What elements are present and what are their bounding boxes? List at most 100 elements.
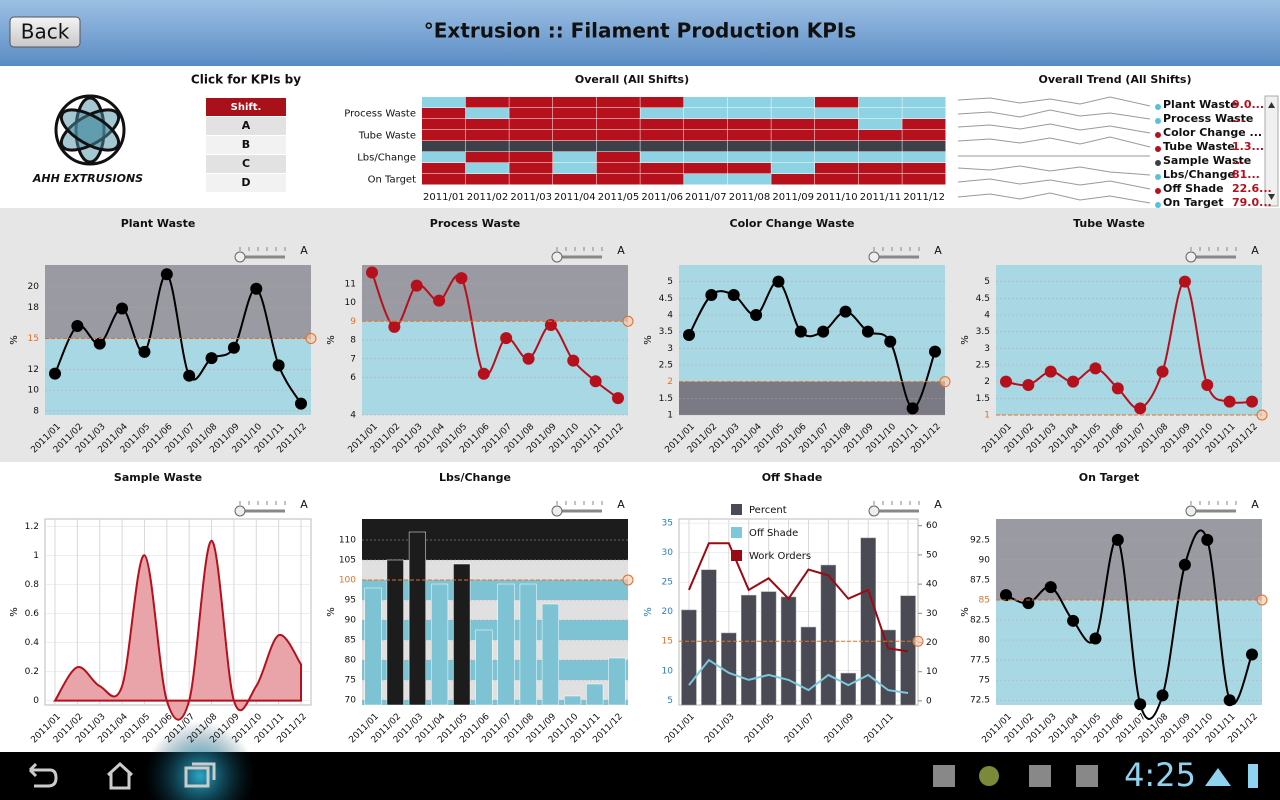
slider-knob[interactable] — [234, 251, 246, 263]
heatmap-cell[interactable] — [684, 130, 728, 141]
heatmap-cell[interactable] — [596, 174, 640, 185]
selector-item[interactable] — [206, 117, 286, 135]
heatmap-cell[interactable] — [771, 152, 815, 163]
heatmap-cell[interactable] — [858, 141, 902, 152]
heatmap-cell[interactable] — [640, 163, 684, 174]
heatmap-cell[interactable] — [902, 174, 946, 185]
heatmap-cell[interactable] — [465, 152, 509, 163]
slider-knob[interactable] — [868, 505, 880, 517]
heatmap-cell[interactable] — [465, 97, 509, 108]
heatmap-cell[interactable] — [771, 119, 815, 130]
threshold-handle[interactable] — [622, 315, 634, 327]
selector-item-label[interactable]: D — [241, 176, 250, 189]
heatmap-cell[interactable] — [684, 141, 728, 152]
heatmap-cell[interactable] — [553, 108, 597, 119]
heatmap-cell[interactable] — [684, 152, 728, 163]
heatmap-cell[interactable] — [684, 97, 728, 108]
heatmap-cell[interactable] — [815, 152, 859, 163]
slider-knob[interactable] — [551, 251, 563, 263]
heatmap-cell[interactable] — [727, 108, 771, 119]
heatmap-cell[interactable] — [727, 130, 771, 141]
threshold-handle[interactable] — [622, 574, 634, 586]
heatmap-cell[interactable] — [596, 130, 640, 141]
heatmap-cell[interactable] — [596, 152, 640, 163]
selector-item[interactable] — [206, 174, 286, 192]
heatmap-cell[interactable] — [815, 108, 859, 119]
back-label[interactable]: Back — [21, 20, 70, 44]
heatmap-cell[interactable] — [640, 174, 684, 185]
heatmap-cell[interactable] — [727, 174, 771, 185]
heatmap-cell[interactable] — [465, 119, 509, 130]
heatmap-cell[interactable] — [771, 130, 815, 141]
heatmap-cell[interactable] — [902, 119, 946, 130]
heatmap-cell[interactable] — [858, 119, 902, 130]
heatmap-cell[interactable] — [858, 163, 902, 174]
threshold-handle[interactable] — [912, 635, 924, 647]
heatmap-cell[interactable] — [858, 152, 902, 163]
threshold-handle[interactable] — [939, 376, 951, 388]
heatmap-cell[interactable] — [815, 130, 859, 141]
scrollbar[interactable] — [1264, 95, 1279, 207]
slider-knob[interactable] — [1185, 505, 1197, 517]
selector-item-label[interactable]: B — [242, 138, 250, 151]
heatmap-cell[interactable] — [771, 174, 815, 185]
selector-header[interactable] — [206, 98, 286, 116]
heatmap-cell[interactable] — [422, 141, 466, 152]
heatmap-cell[interactable] — [509, 174, 553, 185]
heatmap-cell[interactable] — [465, 163, 509, 174]
heatmap-cell[interactable] — [509, 119, 553, 130]
heatmap-cell[interactable] — [553, 97, 597, 108]
heatmap-cell[interactable] — [727, 152, 771, 163]
heatmap-cell[interactable] — [422, 163, 466, 174]
heatmap-cell[interactable] — [902, 97, 946, 108]
heatmap-cell[interactable] — [596, 141, 640, 152]
heatmap-cell[interactable] — [771, 108, 815, 119]
heatmap-cell[interactable] — [553, 130, 597, 141]
heatmap-cell[interactable] — [596, 108, 640, 119]
heatmap-cell[interactable] — [771, 163, 815, 174]
heatmap-cell[interactable] — [902, 152, 946, 163]
threshold-handle[interactable] — [1256, 594, 1268, 606]
heatmap-cell[interactable] — [815, 174, 859, 185]
heatmap-cell[interactable] — [640, 130, 684, 141]
heatmap-cell[interactable] — [596, 119, 640, 130]
heatmap-cell[interactable] — [771, 97, 815, 108]
heatmap-cell[interactable] — [509, 152, 553, 163]
heatmap-cell[interactable] — [640, 108, 684, 119]
selector-header-label[interactable]: Shift. — [231, 102, 262, 113]
heatmap-cell[interactable] — [858, 174, 902, 185]
heatmap-cell[interactable] — [422, 108, 466, 119]
heatmap-cell[interactable] — [422, 130, 466, 141]
heatmap-cell[interactable] — [858, 97, 902, 108]
heatmap-cell[interactable] — [509, 141, 553, 152]
heatmap-cell[interactable] — [465, 174, 509, 185]
heatmap-cell[interactable] — [640, 119, 684, 130]
heatmap-cell[interactable] — [815, 119, 859, 130]
heatmap-cell[interactable] — [815, 97, 859, 108]
slider-knob[interactable] — [868, 251, 880, 263]
heatmap-cell[interactable] — [902, 141, 946, 152]
heatmap-cell[interactable] — [422, 174, 466, 185]
threshold-handle[interactable] — [1256, 409, 1268, 421]
selector-item-label[interactable]: C — [242, 157, 250, 170]
heatmap-cell[interactable] — [553, 163, 597, 174]
heatmap-cell[interactable] — [509, 97, 553, 108]
heatmap-cell[interactable] — [640, 141, 684, 152]
heatmap-cell[interactable] — [815, 141, 859, 152]
selector-item-label[interactable]: A — [242, 119, 251, 132]
selector-item[interactable] — [206, 155, 286, 173]
heatmap-cell[interactable] — [771, 141, 815, 152]
heatmap-cell[interactable] — [684, 174, 728, 185]
heatmap-cell[interactable] — [553, 141, 597, 152]
heatmap-cell[interactable] — [465, 108, 509, 119]
heatmap-cell[interactable] — [422, 119, 466, 130]
heatmap-cell[interactable] — [858, 130, 902, 141]
heatmap-cell[interactable] — [596, 163, 640, 174]
heatmap-cell[interactable] — [727, 163, 771, 174]
heatmap-cell[interactable] — [902, 130, 946, 141]
heatmap-cell[interactable] — [684, 119, 728, 130]
heatmap-cell[interactable] — [858, 108, 902, 119]
heatmap-cell[interactable] — [553, 119, 597, 130]
heatmap-cell[interactable] — [640, 152, 684, 163]
back-button[interactable] — [9, 16, 81, 48]
